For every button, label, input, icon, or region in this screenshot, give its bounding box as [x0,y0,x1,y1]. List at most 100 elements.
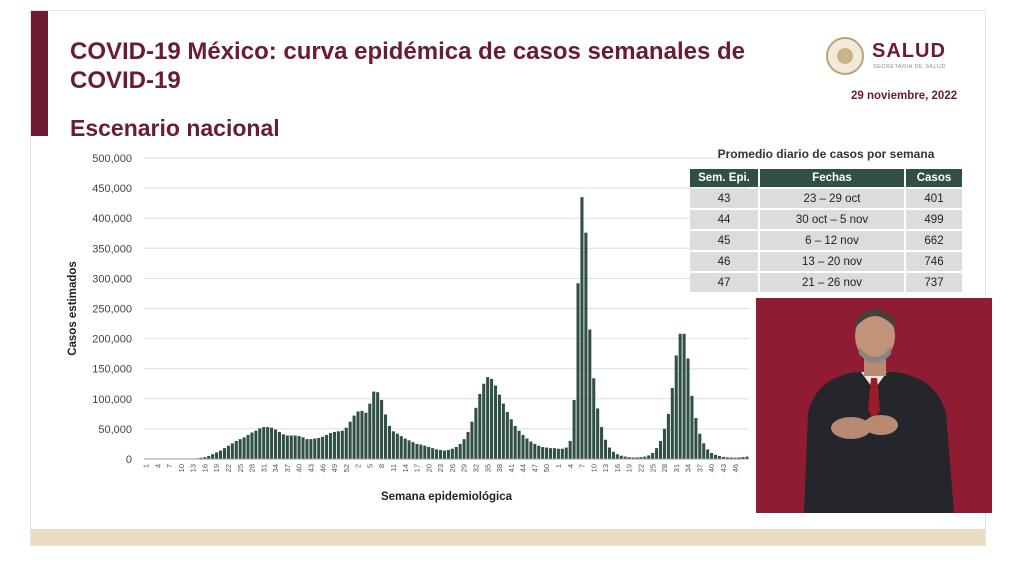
y-tick-label: 50,000 [98,424,132,436]
chart-bar [741,457,745,459]
chart-bar [517,430,521,459]
chart-bar [387,425,391,459]
x-tick-label: 1 [141,464,150,468]
chart-bar [702,443,706,459]
chart-bar [313,438,317,459]
x-tick-label: 20 [424,464,433,472]
y-tick-label: 150,000 [92,364,132,376]
chart-bar [352,415,356,459]
cell-week: 46 [690,252,758,271]
chart-bar [643,456,647,459]
chart-bar [348,421,352,459]
chart-bar [525,438,529,459]
chart-bar [541,446,545,459]
chart-bar [497,394,501,459]
chart-bar [281,434,285,459]
chart-bar [309,439,313,459]
chart-bar [458,443,462,459]
chart-bar [501,403,505,459]
chart-bar [725,457,729,459]
chart-bar [623,456,627,459]
chart-bar [482,383,486,459]
chart-bar [639,457,643,459]
x-tick-label: 19 [625,464,634,472]
x-tick-label: 23 [436,464,445,472]
x-tick-label: 5 [365,464,374,468]
chart-bar [556,448,560,459]
x-tick-label: 46 [731,464,740,472]
chart-bar [403,438,407,459]
chart-bar [407,440,411,459]
chart-bar [415,443,419,459]
chart-bar [356,411,360,459]
chart-bar [226,445,230,459]
report-date: 29 noviembre, 2022 [851,90,958,102]
chart-bar [580,197,584,459]
chart-bar [462,439,466,459]
table-row: 44 30 oct – 5 nov 499 [690,210,962,229]
chart-bar [246,434,250,459]
x-tick-label: 1 [554,464,563,468]
chart-bar [706,449,710,459]
chart-bar [651,452,655,459]
chart-bar [305,439,309,459]
chart-bar [493,385,498,459]
x-tick-label: 50 [542,464,551,472]
chart-bar [603,439,608,459]
chart-bar [258,428,262,459]
y-tick-label: 400,000 [92,213,132,225]
chart-bar [262,427,266,459]
cell-dates: 23 – 29 oct [760,189,904,208]
chart-bar [340,430,344,459]
chart-bar [207,455,211,459]
x-tick-label: 43 [719,464,728,472]
chart-bar [592,378,596,459]
x-tick-label: 46 [318,464,327,472]
epidemic-curve-chart: 0 50,000 100,000 150,000 200,000 250,000 300,0… [67,153,749,503]
chart-bar [289,435,293,459]
x-tick-label: 13 [189,464,198,472]
chart-bar [682,333,686,459]
presenter-video [756,298,992,513]
chart-bar [600,427,604,459]
footer-strip [31,529,985,545]
x-tick-label: 31 [672,464,681,472]
chart-bar [572,400,576,459]
chart-bar [364,412,368,459]
chart-bar [423,445,427,459]
chart-bar [328,433,333,459]
chart-bar [490,378,494,459]
chart-bar [380,400,384,459]
chart-bar [293,435,297,459]
chart-bar [537,445,541,459]
chart-bar [238,439,242,459]
chart-bar [344,427,348,459]
x-tick-label: 8 [377,464,386,468]
chart-bar [666,413,670,459]
chart-bar [568,440,572,459]
y-tick-label: 500,000 [92,153,132,165]
chart-bar [509,419,513,459]
y-tick-label: 300,000 [92,273,132,285]
chart-bar [647,455,651,459]
chart-bar [391,431,395,459]
chart-bar [529,441,533,459]
chart-bar [670,387,674,459]
chart-bar [713,454,718,459]
chart-bar [442,450,446,459]
x-tick-label: 43 [306,464,315,472]
x-tick-label: 37 [283,464,292,472]
chart-bar [372,391,376,459]
chart-bar [270,427,274,459]
x-tick-label: 37 [695,464,704,472]
chart-bar [211,454,215,459]
table-row: 46 13 – 20 nov 746 [690,252,962,271]
seal-icon [826,37,864,75]
x-tick-label: 22 [636,464,645,472]
chart-bar [450,448,454,459]
chart-bar [596,408,600,459]
y-tick-label: 100,000 [92,394,132,406]
x-tick-label: 14 [401,464,410,472]
chart-bar [505,412,509,459]
y-axis-title: Casos estimados [67,261,79,356]
